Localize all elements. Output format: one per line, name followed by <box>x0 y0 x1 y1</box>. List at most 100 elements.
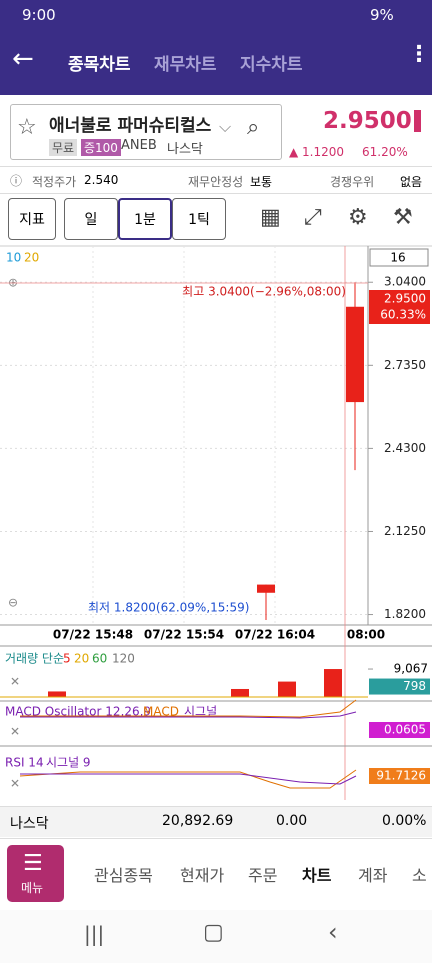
volume-bar <box>48 691 66 697</box>
nav-item[interactable]: 관심종목 <box>94 866 153 885</box>
tag: 무료 <box>49 139 78 156</box>
y-tick-label: 3.0400 <box>384 275 426 289</box>
back-nav-button[interactable]: ‹ <box>328 918 338 946</box>
star-icon[interactable]: ☆ <box>17 115 37 140</box>
market-change: 0.00 <box>276 813 308 829</box>
fullscreen-icon[interactable]: ⤢ <box>304 205 322 230</box>
x-tick-label: 08:00 <box>347 628 385 642</box>
info-value: 2.540 <box>84 173 119 187</box>
candle-body <box>257 584 275 593</box>
battery: 9% <box>370 6 394 24</box>
legend-entry: 60 <box>92 652 107 666</box>
close-icon: ✕ <box>10 725 20 739</box>
indicator-button[interactable]: 지표 <box>8 198 56 240</box>
y-tick-label: 1.8200 <box>384 607 426 621</box>
panel-title: RSI 14 <box>5 756 44 770</box>
market-bar: 나스닥 20,892.69 0.00 0.00% <box>0 806 432 837</box>
close-icon: ✕ <box>10 675 20 689</box>
x-tick-label: 07/22 15:48 <box>53 628 133 642</box>
close-icon: ✕ <box>10 777 20 791</box>
market: 나스닥 <box>167 142 203 157</box>
home-button[interactable]: ▢ <box>203 920 224 945</box>
current-price: 2.9500 <box>384 292 426 306</box>
count-box <box>369 248 429 267</box>
zoom-out-icon: ⊖ <box>8 596 18 610</box>
tab[interactable]: 지수차트 <box>240 55 303 75</box>
candle-body <box>346 306 364 403</box>
info-label: 재무안정성 <box>188 175 244 189</box>
back-button[interactable]: ← <box>12 44 34 74</box>
panel-title: MACD Oscillator 12,26,9 <box>5 705 151 719</box>
help-icon[interactable]: ⓘ <box>10 174 23 188</box>
system-nav: ||| ▢ ‹ <box>0 910 432 963</box>
legend-entry: 10 <box>6 251 21 265</box>
bottom-nav <box>0 838 432 909</box>
signal-line <box>20 711 357 719</box>
tab[interactable]: 종목차트 <box>68 55 131 75</box>
stock-name: 애너불로 파머슈티컬스 <box>49 116 212 136</box>
search-icon[interactable]: ⌕ <box>247 115 260 140</box>
current-volume-box <box>369 678 430 695</box>
price-change-pct: 61.20% <box>362 145 408 159</box>
nav-item[interactable]: 차트 <box>302 866 332 885</box>
recent-button[interactable]: ||| <box>84 922 105 946</box>
y-tick-label: 2.7350 <box>384 358 426 372</box>
layout-icon[interactable]: ▦ <box>260 205 281 230</box>
current-pct: 60.33% <box>380 308 426 322</box>
price: 2.9500 <box>323 108 412 134</box>
legend-entry: 시그널 9 <box>46 756 91 770</box>
menu-button[interactable]: ☰ 메뉴 <box>7 845 64 902</box>
legend-entry: 20 <box>24 251 39 265</box>
settings-icon[interactable]: ⚙ <box>348 205 368 230</box>
legend-entry: 5 <box>63 652 71 666</box>
stock-selector[interactable]: ☆ 애너불로 파머슈티컬스 ⌵ ⌕ 무료 증100 ANEB 나스닥 <box>10 104 282 160</box>
panel-title: 거래량 단순 <box>5 652 64 666</box>
price-bar <box>414 110 421 132</box>
period-button[interactable]: 1분 <box>118 198 172 240</box>
rsi-line <box>19 769 357 789</box>
legend-entry: 20 <box>74 652 89 666</box>
volume-bar <box>231 688 249 697</box>
nav-item[interactable]: 주문 <box>248 866 278 885</box>
info-value: 보통 <box>250 175 273 189</box>
info-label: 적정주가 <box>32 175 77 189</box>
x-tick-label: 07/22 16:04 <box>235 628 315 642</box>
period-button[interactable]: 1틱 <box>172 198 226 240</box>
current-macd-box <box>369 722 430 738</box>
current-volume: 798 <box>403 679 426 693</box>
period-button[interactable]: 일 <box>64 198 118 240</box>
dropdown-icon[interactable]: ⌵ <box>219 117 232 136</box>
clock: 9:00 <box>22 6 56 24</box>
low-label: 최저 1.8200(62.09%,15:59) <box>88 601 249 615</box>
menu-label: 메뉴 <box>21 881 44 895</box>
price-change: ▲ 1.1200 <box>289 145 345 159</box>
legend-entry: 120 <box>112 652 135 666</box>
y-tick-label: 2.4300 <box>384 441 426 455</box>
current-macd: 0.0605 <box>384 723 426 737</box>
market-change-pct: 0.00% <box>382 813 427 829</box>
nav-item[interactable]: 소 <box>412 866 427 885</box>
high-label: 최고 3.0400(−2.96%,08:00) <box>182 285 346 299</box>
market-name: 나스닥 <box>10 816 49 832</box>
nav-item[interactable]: 계좌 <box>358 866 388 885</box>
zoom-in-icon: ⊕ <box>8 276 18 290</box>
volume-bar <box>324 669 342 697</box>
x-tick-label: 07/22 15:54 <box>144 628 224 642</box>
y-tick-label: 2.1250 <box>384 524 426 538</box>
info-label: 경쟁우위 <box>330 175 375 189</box>
info-row: ⓘ 적정주가 2.540 재무안정성 보통 경쟁우위 없음 <box>0 166 432 194</box>
more-button[interactable]: ⋮ <box>408 42 430 67</box>
app-header: 9:00 9% ← 종목차트 재무차트 지수차트 ⋮ <box>0 0 432 95</box>
tag: 증100 <box>81 139 121 156</box>
current-rsi: 91.7126 <box>376 769 426 783</box>
ticker: ANEB <box>121 138 157 153</box>
macd-line <box>20 699 357 718</box>
count-label: 16 <box>390 251 405 265</box>
tools-icon[interactable]: ⚒ <box>393 205 413 230</box>
nav-item[interactable]: 현재가 <box>180 866 225 885</box>
rsi-signal <box>20 773 357 785</box>
volume-bar <box>278 681 296 697</box>
tab[interactable]: 재무차트 <box>154 55 217 75</box>
